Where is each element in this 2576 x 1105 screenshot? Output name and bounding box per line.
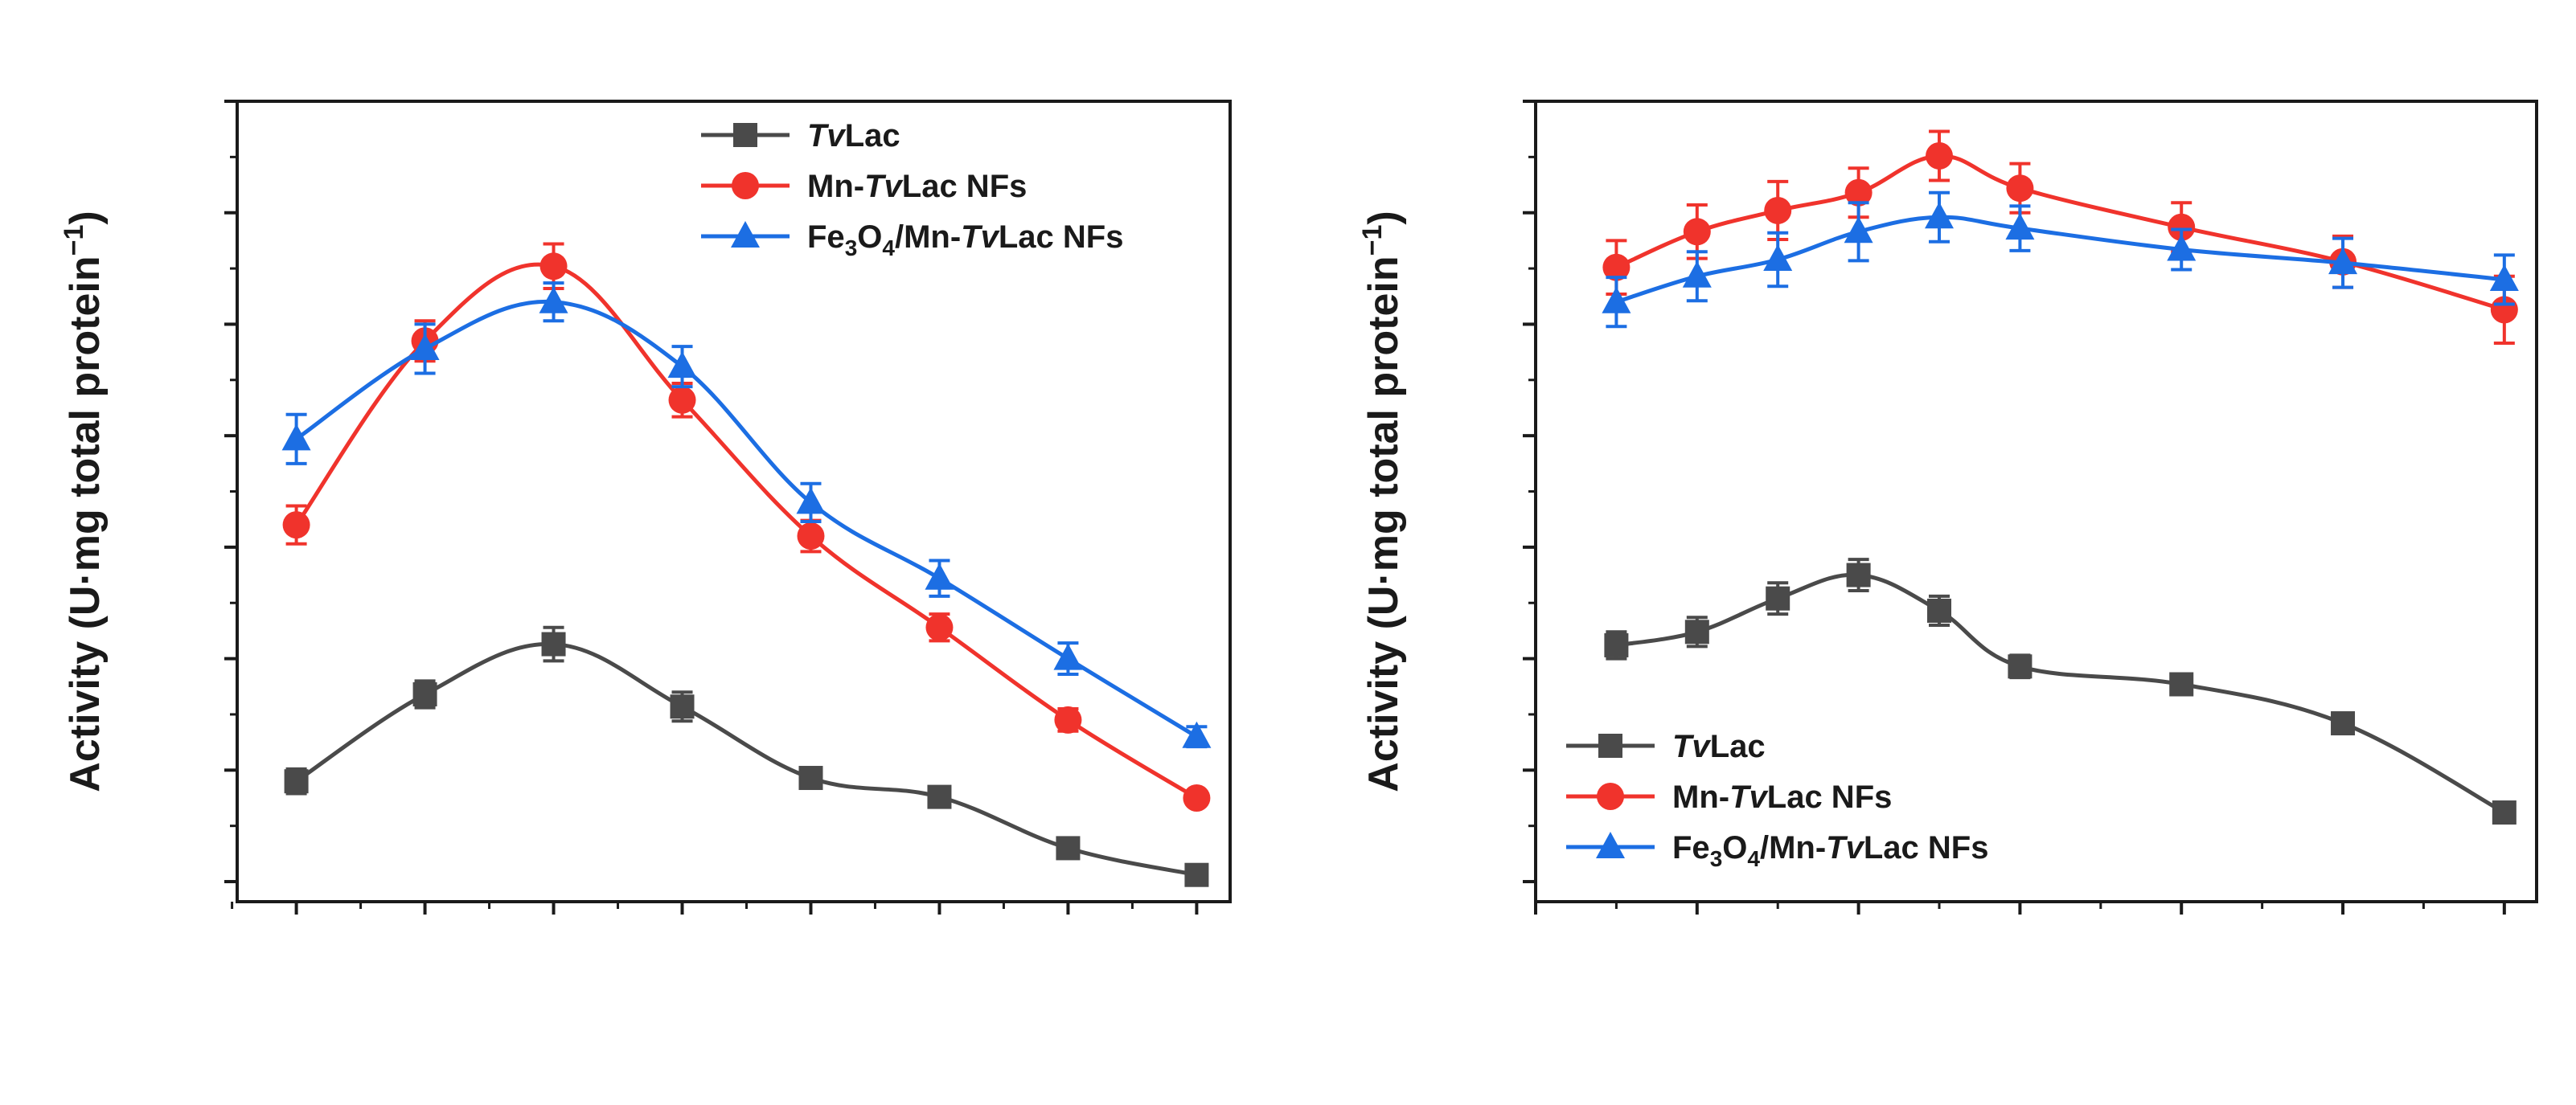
data-point (2006, 174, 2034, 203)
data-point (797, 522, 825, 550)
series-mn (282, 242, 1211, 812)
legend-marker-tvlac (733, 123, 757, 147)
data-point (1054, 706, 1082, 734)
data-point (670, 694, 695, 719)
chart-panel-b: Activity (U·mg total protein−1) TvLac Mn-T… (1357, 100, 2538, 915)
legend-marker-mn (1597, 783, 1624, 810)
data-point (2005, 213, 2035, 240)
data-point (539, 286, 568, 313)
data-point (1602, 286, 1631, 313)
data-point (1683, 218, 1711, 246)
data-point (1844, 178, 1873, 207)
data-point (798, 766, 823, 791)
series-line (295, 299, 1198, 739)
data-point (1682, 260, 1712, 288)
data-point (2492, 800, 2517, 825)
data-point (927, 784, 952, 809)
plot-frame (236, 100, 1232, 903)
data-point (2169, 672, 2194, 697)
data-point (1927, 598, 1952, 623)
data-point (412, 681, 437, 706)
data-point (281, 424, 311, 451)
data-point (1926, 141, 1954, 170)
legend-marker-fe (1596, 832, 1625, 858)
data-point (1183, 784, 1211, 812)
legend-label-fe: Fe3O4/Mn-TvLac NFs (807, 219, 1123, 260)
chart-panel-a: Activity (U·mg total protein−1) TvLac Mn-T… (59, 100, 1232, 915)
data-point (282, 511, 310, 539)
series-fe (1602, 190, 2519, 329)
legend-marker-tvlac (1598, 734, 1622, 758)
series-tvlac (284, 625, 1209, 887)
legend-label-fe: Fe3O4/Mn-TvLac NFs (1672, 830, 1988, 871)
legend-marker-mn (732, 172, 759, 199)
data-point (539, 252, 568, 280)
data-point (925, 563, 954, 590)
data-point (2489, 264, 2519, 291)
legend-marker-fe (731, 221, 760, 248)
legend: TvLac Mn-TvLac NFs Fe3O4/Mn-TvLac NFs (1566, 729, 1988, 871)
data-point (2328, 248, 2358, 275)
data-point (2008, 654, 2032, 679)
series-fe (281, 281, 1212, 749)
legend-label-mn: Mn-TvLac NFs (1672, 780, 1892, 815)
data-point (1056, 836, 1081, 861)
legend-label-tvlac: TvLac (1672, 729, 1766, 764)
data-point (1766, 586, 1790, 611)
data-point (1763, 244, 1793, 271)
data-point (1184, 862, 1209, 887)
data-point (541, 632, 566, 657)
data-point (1602, 253, 1631, 281)
data-point (1053, 643, 1083, 670)
series-tvlac (1604, 558, 2517, 825)
data-point (925, 613, 954, 641)
data-point (1182, 721, 1212, 748)
data-point (1684, 620, 1709, 645)
data-point (1764, 196, 1792, 224)
data-point (2331, 711, 2356, 736)
data-point (2168, 213, 2196, 241)
series-line (1615, 153, 2505, 312)
series-line (1615, 572, 2506, 815)
legend-label-tvlac: TvLac (807, 118, 900, 153)
data-point (667, 351, 697, 379)
series-line (295, 642, 1197, 878)
series-line (1615, 215, 2505, 305)
legend: TvLac Mn-TvLac NFs Fe3O4/Mn-TvLac NFs (701, 118, 1123, 260)
data-point (1604, 632, 1629, 657)
y-axis-title: Activity (U·mg total protein−1) (1357, 211, 1407, 792)
data-point (2167, 234, 2197, 261)
data-point (1925, 202, 1955, 229)
data-point (284, 769, 309, 794)
legend-label-mn: Mn-TvLac NFs (807, 169, 1027, 204)
series-mn (1602, 129, 2518, 346)
data-point (1846, 563, 1871, 587)
y-axis-title: Activity (U·mg total protein−1) (59, 211, 109, 792)
data-point (1844, 216, 1873, 244)
plot-frame (1534, 100, 2538, 903)
data-point (410, 333, 440, 360)
data-point (668, 386, 696, 414)
data-point (796, 487, 826, 514)
